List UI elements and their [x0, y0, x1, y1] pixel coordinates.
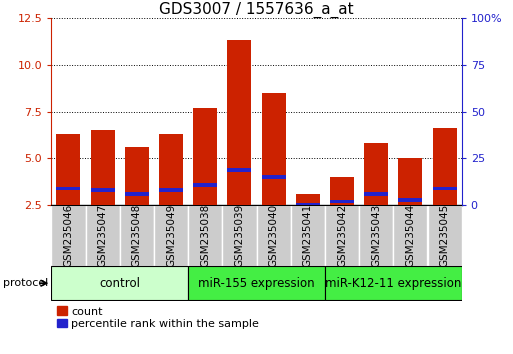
Bar	[188, 266, 325, 300]
Bar	[125, 147, 149, 205]
Text: GSM235048: GSM235048	[132, 204, 142, 267]
Bar	[125, 192, 149, 196]
Bar	[91, 188, 114, 192]
Bar	[86, 205, 120, 266]
Bar	[222, 205, 256, 266]
Bar	[432, 129, 457, 205]
Bar	[120, 205, 154, 266]
Bar	[56, 134, 81, 205]
Text: GSM235042: GSM235042	[337, 204, 347, 267]
Text: protocol: protocol	[3, 278, 48, 288]
Text: GSM235038: GSM235038	[200, 204, 210, 267]
Text: GSM235040: GSM235040	[269, 204, 279, 267]
Bar	[193, 183, 217, 187]
Text: GSM235044: GSM235044	[405, 204, 416, 267]
Text: GSM235047: GSM235047	[97, 204, 108, 267]
Bar	[188, 205, 222, 266]
Bar	[51, 205, 86, 266]
Title: GDS3007 / 1557636_a_at: GDS3007 / 1557636_a_at	[159, 1, 354, 18]
Bar	[193, 108, 217, 205]
Bar	[256, 205, 291, 266]
Legend: count, percentile rank within the sample: count, percentile rank within the sample	[57, 307, 259, 329]
Text: GSM235041: GSM235041	[303, 204, 313, 267]
Bar	[51, 266, 188, 300]
Bar	[325, 205, 359, 266]
Bar	[427, 205, 462, 266]
Bar	[364, 192, 388, 196]
Bar	[291, 205, 325, 266]
Bar	[262, 175, 286, 179]
Bar	[432, 187, 457, 190]
Text: control: control	[99, 277, 140, 290]
Text: GSM235043: GSM235043	[371, 204, 381, 267]
Text: GSM235039: GSM235039	[234, 204, 244, 267]
Bar	[399, 198, 422, 201]
Text: miR-K12-11 expression: miR-K12-11 expression	[325, 277, 462, 290]
Bar	[296, 202, 320, 206]
Text: miR-155 expression: miR-155 expression	[198, 277, 315, 290]
Bar	[159, 134, 183, 205]
Bar	[227, 168, 251, 172]
Bar	[227, 40, 251, 205]
Bar	[359, 205, 393, 266]
Bar	[56, 187, 81, 190]
Bar	[154, 205, 188, 266]
Bar	[159, 188, 183, 192]
Bar	[325, 266, 462, 300]
Bar	[296, 194, 320, 205]
Text: GSM235046: GSM235046	[64, 204, 73, 267]
Bar	[91, 130, 114, 205]
Bar	[393, 205, 427, 266]
Bar	[364, 143, 388, 205]
Text: GSM235049: GSM235049	[166, 204, 176, 267]
Bar	[262, 93, 286, 205]
Bar	[330, 200, 354, 204]
Bar	[399, 159, 422, 205]
Text: GSM235045: GSM235045	[440, 204, 449, 267]
Bar	[330, 177, 354, 205]
